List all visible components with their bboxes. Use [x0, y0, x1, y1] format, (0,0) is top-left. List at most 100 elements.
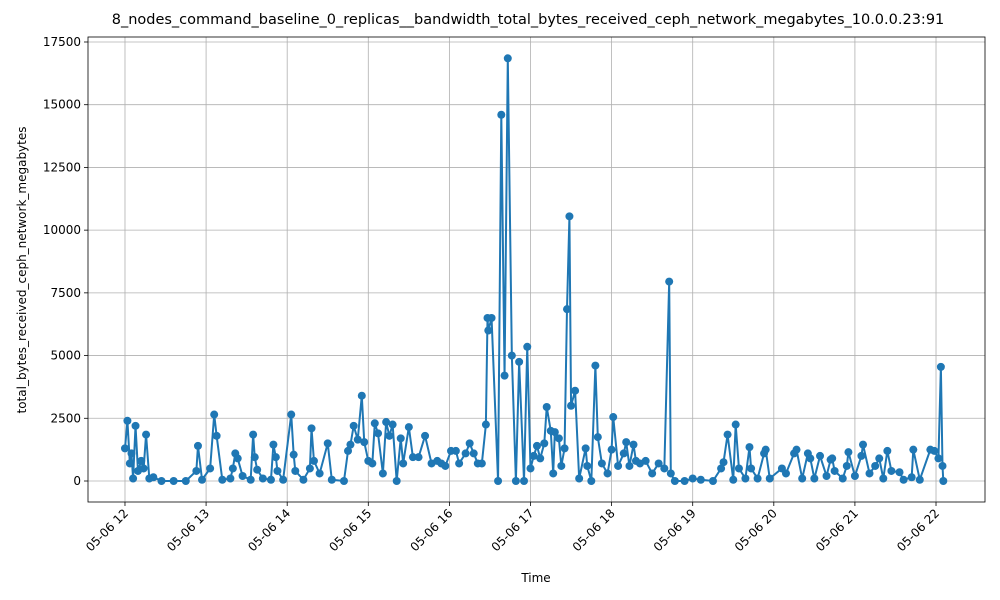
point [899, 475, 908, 484]
point [688, 474, 697, 483]
point [169, 477, 178, 486]
point [708, 477, 717, 486]
point [520, 477, 529, 486]
point [696, 475, 705, 484]
point [734, 464, 743, 473]
point [930, 446, 939, 455]
point [273, 466, 282, 475]
point [593, 433, 602, 442]
point [279, 475, 288, 484]
point [339, 477, 348, 486]
y-tick-label: 5000 [50, 349, 81, 363]
point [396, 434, 405, 443]
point [484, 326, 493, 335]
point [465, 439, 474, 448]
x-axis-label: Time [520, 571, 550, 585]
point [670, 477, 679, 486]
point [139, 464, 148, 473]
point [830, 466, 839, 475]
point [857, 451, 866, 460]
point [717, 464, 726, 473]
point [865, 469, 874, 478]
point [907, 473, 916, 482]
point [844, 448, 853, 457]
point [883, 446, 892, 455]
point [609, 413, 618, 422]
point [299, 475, 308, 484]
point [228, 464, 237, 473]
point [123, 416, 132, 425]
point [198, 475, 207, 484]
chart-title: 8_nodes_command_baseline_0_replicas__ban… [112, 12, 945, 28]
point [515, 357, 524, 366]
point [388, 420, 397, 429]
point [210, 410, 219, 419]
point [218, 475, 227, 484]
point [895, 468, 904, 477]
point [654, 459, 663, 468]
point [587, 477, 596, 486]
point [665, 277, 674, 286]
point [648, 469, 657, 478]
point [879, 474, 888, 483]
point [567, 401, 576, 410]
point [233, 454, 242, 463]
point [192, 466, 201, 475]
point [719, 458, 728, 467]
point [127, 449, 136, 458]
x-tick-label: 05-06 21 [813, 506, 861, 554]
point [382, 418, 391, 427]
x-tick-label: 05-06 12 [83, 506, 131, 554]
y-tick-label: 12500 [43, 160, 81, 174]
point [591, 361, 600, 370]
point [212, 431, 221, 440]
point [822, 471, 831, 480]
point [560, 444, 569, 453]
point [305, 464, 314, 473]
point [137, 456, 146, 465]
point [291, 466, 300, 475]
point [258, 474, 267, 483]
series-line [123, 58, 945, 484]
point [562, 305, 571, 314]
point [503, 54, 512, 63]
point [404, 423, 413, 432]
point [374, 429, 383, 438]
point [810, 474, 819, 483]
point [451, 446, 460, 455]
point [131, 421, 140, 430]
point [622, 438, 631, 447]
x-tick-label: 05-06 16 [407, 506, 455, 554]
point [327, 475, 336, 484]
point [554, 434, 563, 443]
point [378, 469, 387, 478]
point [408, 453, 417, 462]
point [641, 456, 650, 465]
point [532, 441, 541, 450]
point [816, 451, 825, 460]
y-tick-label: 15000 [43, 98, 81, 112]
point [607, 445, 616, 454]
point [581, 444, 590, 453]
point [481, 420, 490, 429]
point [289, 450, 298, 459]
point [526, 464, 535, 473]
point [828, 454, 837, 463]
point [859, 440, 868, 449]
point [511, 477, 520, 486]
point [461, 449, 470, 458]
point [838, 474, 847, 483]
point [360, 438, 369, 447]
point [680, 477, 689, 486]
point [157, 477, 166, 486]
point [871, 461, 880, 470]
y-tick-label: 17500 [43, 35, 81, 49]
point [575, 474, 584, 483]
point [307, 424, 316, 433]
point [399, 459, 408, 468]
point [469, 449, 478, 458]
point [346, 440, 355, 449]
point [842, 461, 851, 470]
point [549, 469, 558, 478]
point [629, 440, 638, 449]
